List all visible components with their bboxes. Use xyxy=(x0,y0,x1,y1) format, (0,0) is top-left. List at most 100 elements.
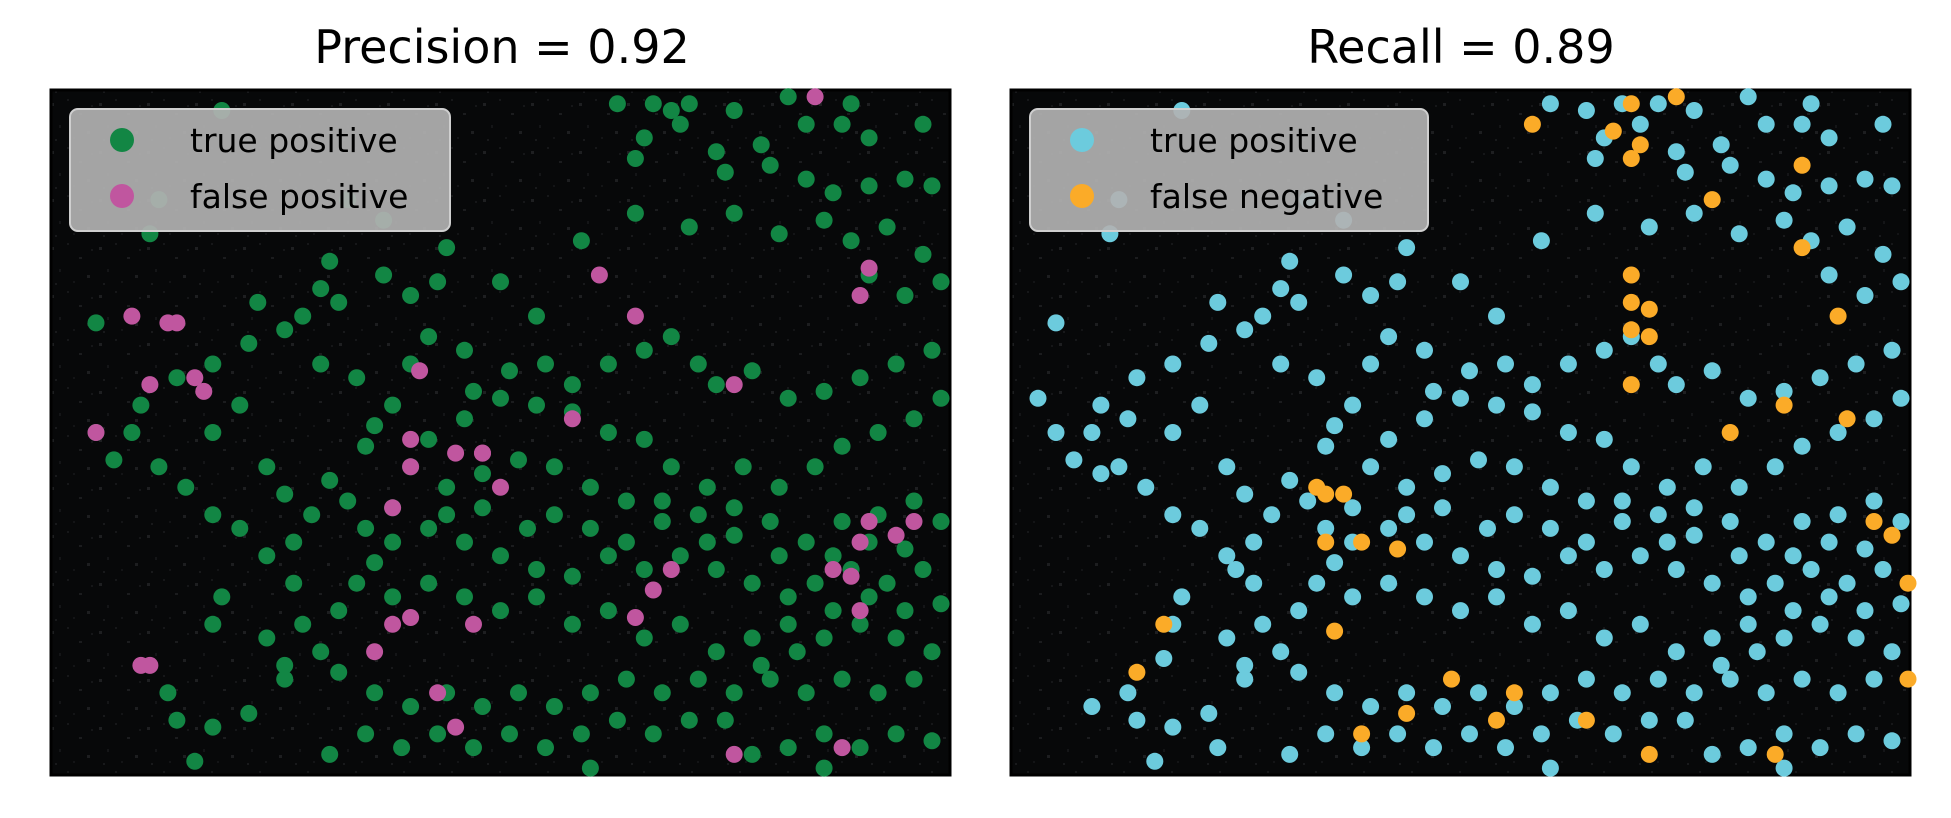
true-positive-point xyxy=(743,745,761,763)
true-positive-point xyxy=(887,725,905,743)
true-positive-point xyxy=(1595,341,1613,359)
true-positive-point xyxy=(797,170,815,188)
true-positive-point xyxy=(1784,184,1802,202)
true-positive-point xyxy=(168,369,186,387)
true-positive-point xyxy=(1344,396,1362,414)
true-positive-point xyxy=(1640,711,1658,729)
true-positive-point xyxy=(608,95,626,113)
true-positive-point xyxy=(923,177,941,195)
true-positive-point xyxy=(1892,273,1910,291)
true-positive-point xyxy=(1218,458,1236,476)
true-positive-point xyxy=(537,355,554,373)
true-positive-point xyxy=(626,150,644,167)
true-positive-point xyxy=(492,602,509,620)
precision-legend-box xyxy=(69,108,451,232)
true-positive-point xyxy=(1874,245,1892,263)
true-positive-point xyxy=(1290,293,1308,311)
true-positive-point xyxy=(626,204,644,222)
false-positive-point xyxy=(806,88,824,106)
true-positive-point xyxy=(285,533,303,551)
true-positive-point xyxy=(1802,561,1820,578)
true-positive-point xyxy=(474,465,491,483)
true-positive-point xyxy=(860,588,878,606)
true-positive-point xyxy=(770,478,788,496)
true-positive-point xyxy=(851,739,869,757)
false-negative-point xyxy=(1488,711,1505,729)
true-positive-point xyxy=(761,670,779,688)
true-positive-point xyxy=(1667,561,1685,578)
true-positive-point xyxy=(1703,745,1721,763)
true-positive-point xyxy=(1838,574,1856,592)
true-positive-point xyxy=(1245,533,1263,551)
true-positive-point xyxy=(204,718,222,736)
true-positive-point xyxy=(285,574,303,592)
true-positive-point xyxy=(420,430,438,448)
false-negative-point xyxy=(1793,156,1811,174)
true-positive-point xyxy=(1865,670,1883,688)
true-positive-point xyxy=(1865,410,1883,428)
true-positive-point xyxy=(1281,252,1299,270)
true-positive-point xyxy=(1676,711,1694,729)
true-positive-point xyxy=(456,341,473,359)
true-positive-point xyxy=(545,698,563,715)
true-positive-point xyxy=(1667,376,1685,394)
true-positive-point xyxy=(240,334,258,352)
legend-marker-false-positive xyxy=(110,184,134,208)
true-positive-point xyxy=(1883,732,1901,750)
true-positive-point xyxy=(833,115,851,133)
false-negative-point xyxy=(1622,266,1640,284)
true-positive-point xyxy=(159,684,177,702)
recall-panel: Recall = 0.89 true positive false negati… xyxy=(1009,20,1917,777)
true-positive-point xyxy=(1191,519,1209,537)
true-positive-point xyxy=(1523,403,1541,421)
true-positive-point xyxy=(599,424,617,441)
false-negative-point xyxy=(1640,300,1658,318)
true-positive-point xyxy=(896,602,914,620)
false-negative-point xyxy=(1326,622,1344,640)
true-positive-point xyxy=(1398,684,1416,702)
true-positive-point xyxy=(492,273,509,291)
true-positive-point xyxy=(1299,492,1317,510)
true-positive-point xyxy=(1703,574,1721,592)
true-positive-point xyxy=(1793,670,1811,688)
false-negative-point xyxy=(1899,574,1917,592)
true-positive-point xyxy=(869,424,887,441)
true-positive-point xyxy=(1398,478,1416,496)
true-positive-point xyxy=(1856,287,1874,304)
true-positive-point xyxy=(1523,567,1541,585)
false-negative-point xyxy=(1443,670,1460,688)
true-positive-point xyxy=(1739,615,1757,633)
true-positive-point xyxy=(1874,115,1892,133)
true-positive-point xyxy=(1649,506,1667,524)
true-positive-point xyxy=(1497,739,1514,757)
false-negative-point xyxy=(1775,396,1793,414)
true-positive-point xyxy=(276,670,294,688)
true-positive-point xyxy=(1541,684,1559,702)
false-positive-point xyxy=(563,410,581,428)
true-positive-point xyxy=(905,492,923,510)
true-positive-point xyxy=(204,506,222,524)
true-positive-point xyxy=(932,595,950,613)
true-positive-point xyxy=(1362,287,1380,304)
true-positive-point xyxy=(258,547,276,565)
true-positive-point xyxy=(1730,225,1748,243)
true-positive-point xyxy=(1739,389,1757,407)
precision-legend: true positive false positive xyxy=(69,108,451,232)
true-positive-point xyxy=(1874,561,1892,578)
true-positive-point xyxy=(1236,670,1254,688)
true-positive-point xyxy=(824,184,842,202)
false-positive-point xyxy=(186,369,204,387)
true-positive-point xyxy=(510,451,527,469)
true-positive-point xyxy=(384,588,402,606)
true-positive-point xyxy=(851,369,869,387)
true-positive-point xyxy=(689,355,707,373)
true-positive-point xyxy=(204,355,222,373)
precision-panel: Precision = 0.92 true positive false pos… xyxy=(49,20,952,777)
true-positive-point xyxy=(896,540,914,558)
false-positive-point xyxy=(860,259,878,277)
false-positive-point xyxy=(626,609,644,626)
true-positive-point xyxy=(1532,232,1550,250)
true-positive-point xyxy=(1649,670,1667,688)
true-positive-point xyxy=(707,376,725,394)
true-positive-point xyxy=(1353,739,1371,757)
